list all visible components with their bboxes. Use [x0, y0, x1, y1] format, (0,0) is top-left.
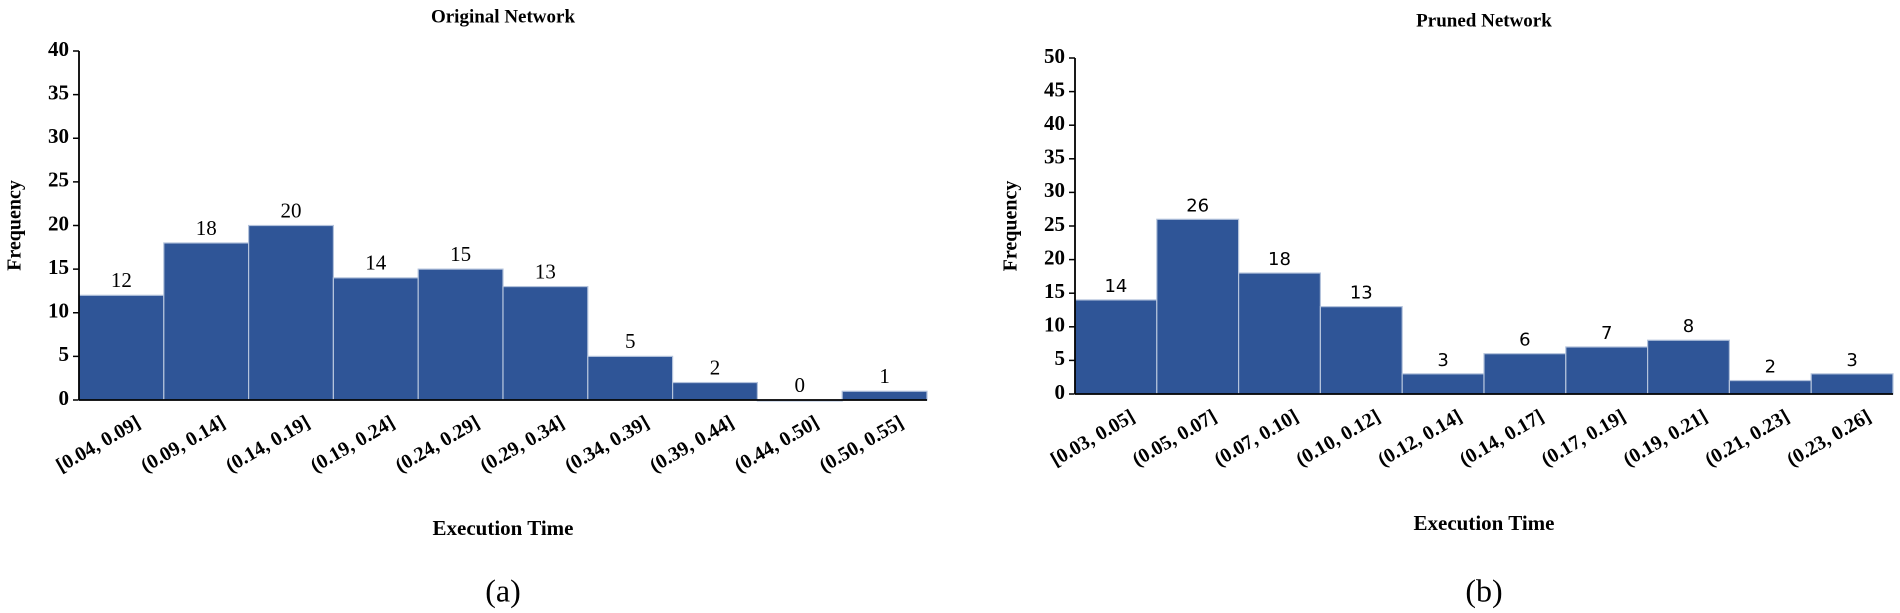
y-tick-label: 25: [48, 168, 69, 192]
y-tick-label: 20: [1044, 245, 1065, 269]
y-tick-label: 15: [48, 255, 69, 279]
x-tick-label: (0.24, 0.29]: [392, 411, 484, 477]
y-tick-label: 20: [48, 211, 69, 235]
bar: [587, 355, 674, 401]
data-label: 12: [111, 268, 132, 292]
data-label: 26: [1186, 195, 1209, 216]
x-tick-label: (0.19, 0.24]: [307, 411, 399, 477]
x-tick-label: (0.34, 0.39]: [561, 411, 653, 477]
data-label: 6: [1519, 330, 1530, 351]
x-tick-label: (0.12, 0.14]: [1374, 405, 1466, 471]
data-label: 8: [1683, 316, 1694, 337]
bar: [671, 381, 758, 401]
data-label: 13: [1350, 283, 1373, 304]
data-label: 15: [450, 242, 471, 266]
data-label: 2: [1765, 357, 1776, 378]
data-label: 1: [879, 364, 890, 388]
bar: [1156, 218, 1240, 395]
data-label: 18: [196, 216, 217, 240]
y-tick-label: 50: [1044, 44, 1065, 68]
y-tick-label: 35: [48, 80, 69, 104]
x-tick-label: (0.05, 0.07]: [1129, 405, 1221, 471]
y-tick-label: 25: [1044, 212, 1065, 236]
chart-title: Original Network: [431, 6, 576, 27]
y-tick-label: 15: [1044, 279, 1065, 303]
bar: [1646, 339, 1730, 395]
caption: (b): [1465, 572, 1502, 608]
data-label: 20: [281, 198, 302, 222]
bar: [163, 242, 250, 401]
x-tick-label: (0.19, 0.21]: [1619, 405, 1711, 471]
y-tick-label: 10: [1044, 313, 1065, 337]
bar: [1565, 346, 1649, 395]
bar: [1074, 299, 1158, 395]
bar: [1810, 373, 1894, 395]
y-tick-label: 0: [59, 386, 70, 410]
x-tick-label: (0.07, 0.10]: [1210, 405, 1302, 471]
data-label: 3: [1846, 350, 1857, 371]
bar: [1728, 379, 1812, 395]
caption: (a): [485, 572, 521, 608]
bar: [1319, 306, 1403, 395]
y-tick-label: 30: [48, 124, 69, 148]
x-tick-label: (0.14, 0.19]: [222, 411, 314, 477]
x-tick-label: (0.09, 0.14]: [137, 411, 229, 477]
data-label: 0: [795, 373, 806, 397]
y-tick-label: 5: [1055, 346, 1066, 370]
data-label: 7: [1601, 323, 1612, 344]
x-tick-label: [0.04, 0.09]: [52, 411, 144, 477]
chart-title: Pruned Network: [1416, 10, 1552, 31]
x-tick-label: [0.03, 0.05]: [1047, 405, 1139, 471]
y-tick-label: 40: [48, 37, 69, 61]
bar: [332, 277, 419, 401]
bar: [841, 390, 928, 401]
data-label: 18: [1268, 249, 1291, 270]
x-tick-label: (0.23, 0.26]: [1783, 405, 1875, 471]
bar: [1237, 272, 1321, 395]
bar: [78, 294, 165, 401]
y-tick-label: 30: [1044, 178, 1065, 202]
bar: [248, 224, 335, 401]
y-axis-label: Frequency: [4, 180, 26, 271]
data-label: 14: [1104, 276, 1127, 297]
bar: [1401, 373, 1485, 395]
data-label: 14: [365, 251, 387, 275]
x-tick-label: (0.14, 0.17]: [1456, 405, 1548, 471]
bar: [417, 268, 504, 401]
bar: [1483, 353, 1567, 395]
x-tick-label: (0.50, 0.55]: [816, 411, 908, 477]
data-label: 13: [535, 259, 556, 283]
data-label: 3: [1437, 350, 1448, 371]
x-tick-label: (0.21, 0.23]: [1701, 405, 1793, 471]
y-axis-label: Frequency: [1000, 181, 1022, 272]
y-tick-label: 35: [1044, 145, 1065, 169]
y-tick-label: 45: [1044, 77, 1065, 101]
x-tick-label: (0.29, 0.34]: [476, 411, 568, 477]
y-tick-label: 10: [48, 299, 69, 323]
x-tick-label: (0.39, 0.44]: [646, 411, 738, 477]
data-label: 5: [625, 329, 636, 353]
x-tick-label: (0.10, 0.12]: [1292, 405, 1384, 471]
x-axis-label: Execution Time: [433, 516, 574, 540]
data-label: 2: [710, 355, 721, 379]
y-tick-label: 0: [1055, 380, 1066, 404]
x-tick-label: (0.17, 0.19]: [1538, 405, 1630, 471]
y-tick-label: 40: [1044, 111, 1065, 135]
x-tick-label: (0.44, 0.50]: [731, 411, 823, 477]
y-tick-label: 5: [59, 342, 70, 366]
x-axis-label: Execution Time: [1414, 511, 1555, 535]
bar: [502, 285, 589, 401]
